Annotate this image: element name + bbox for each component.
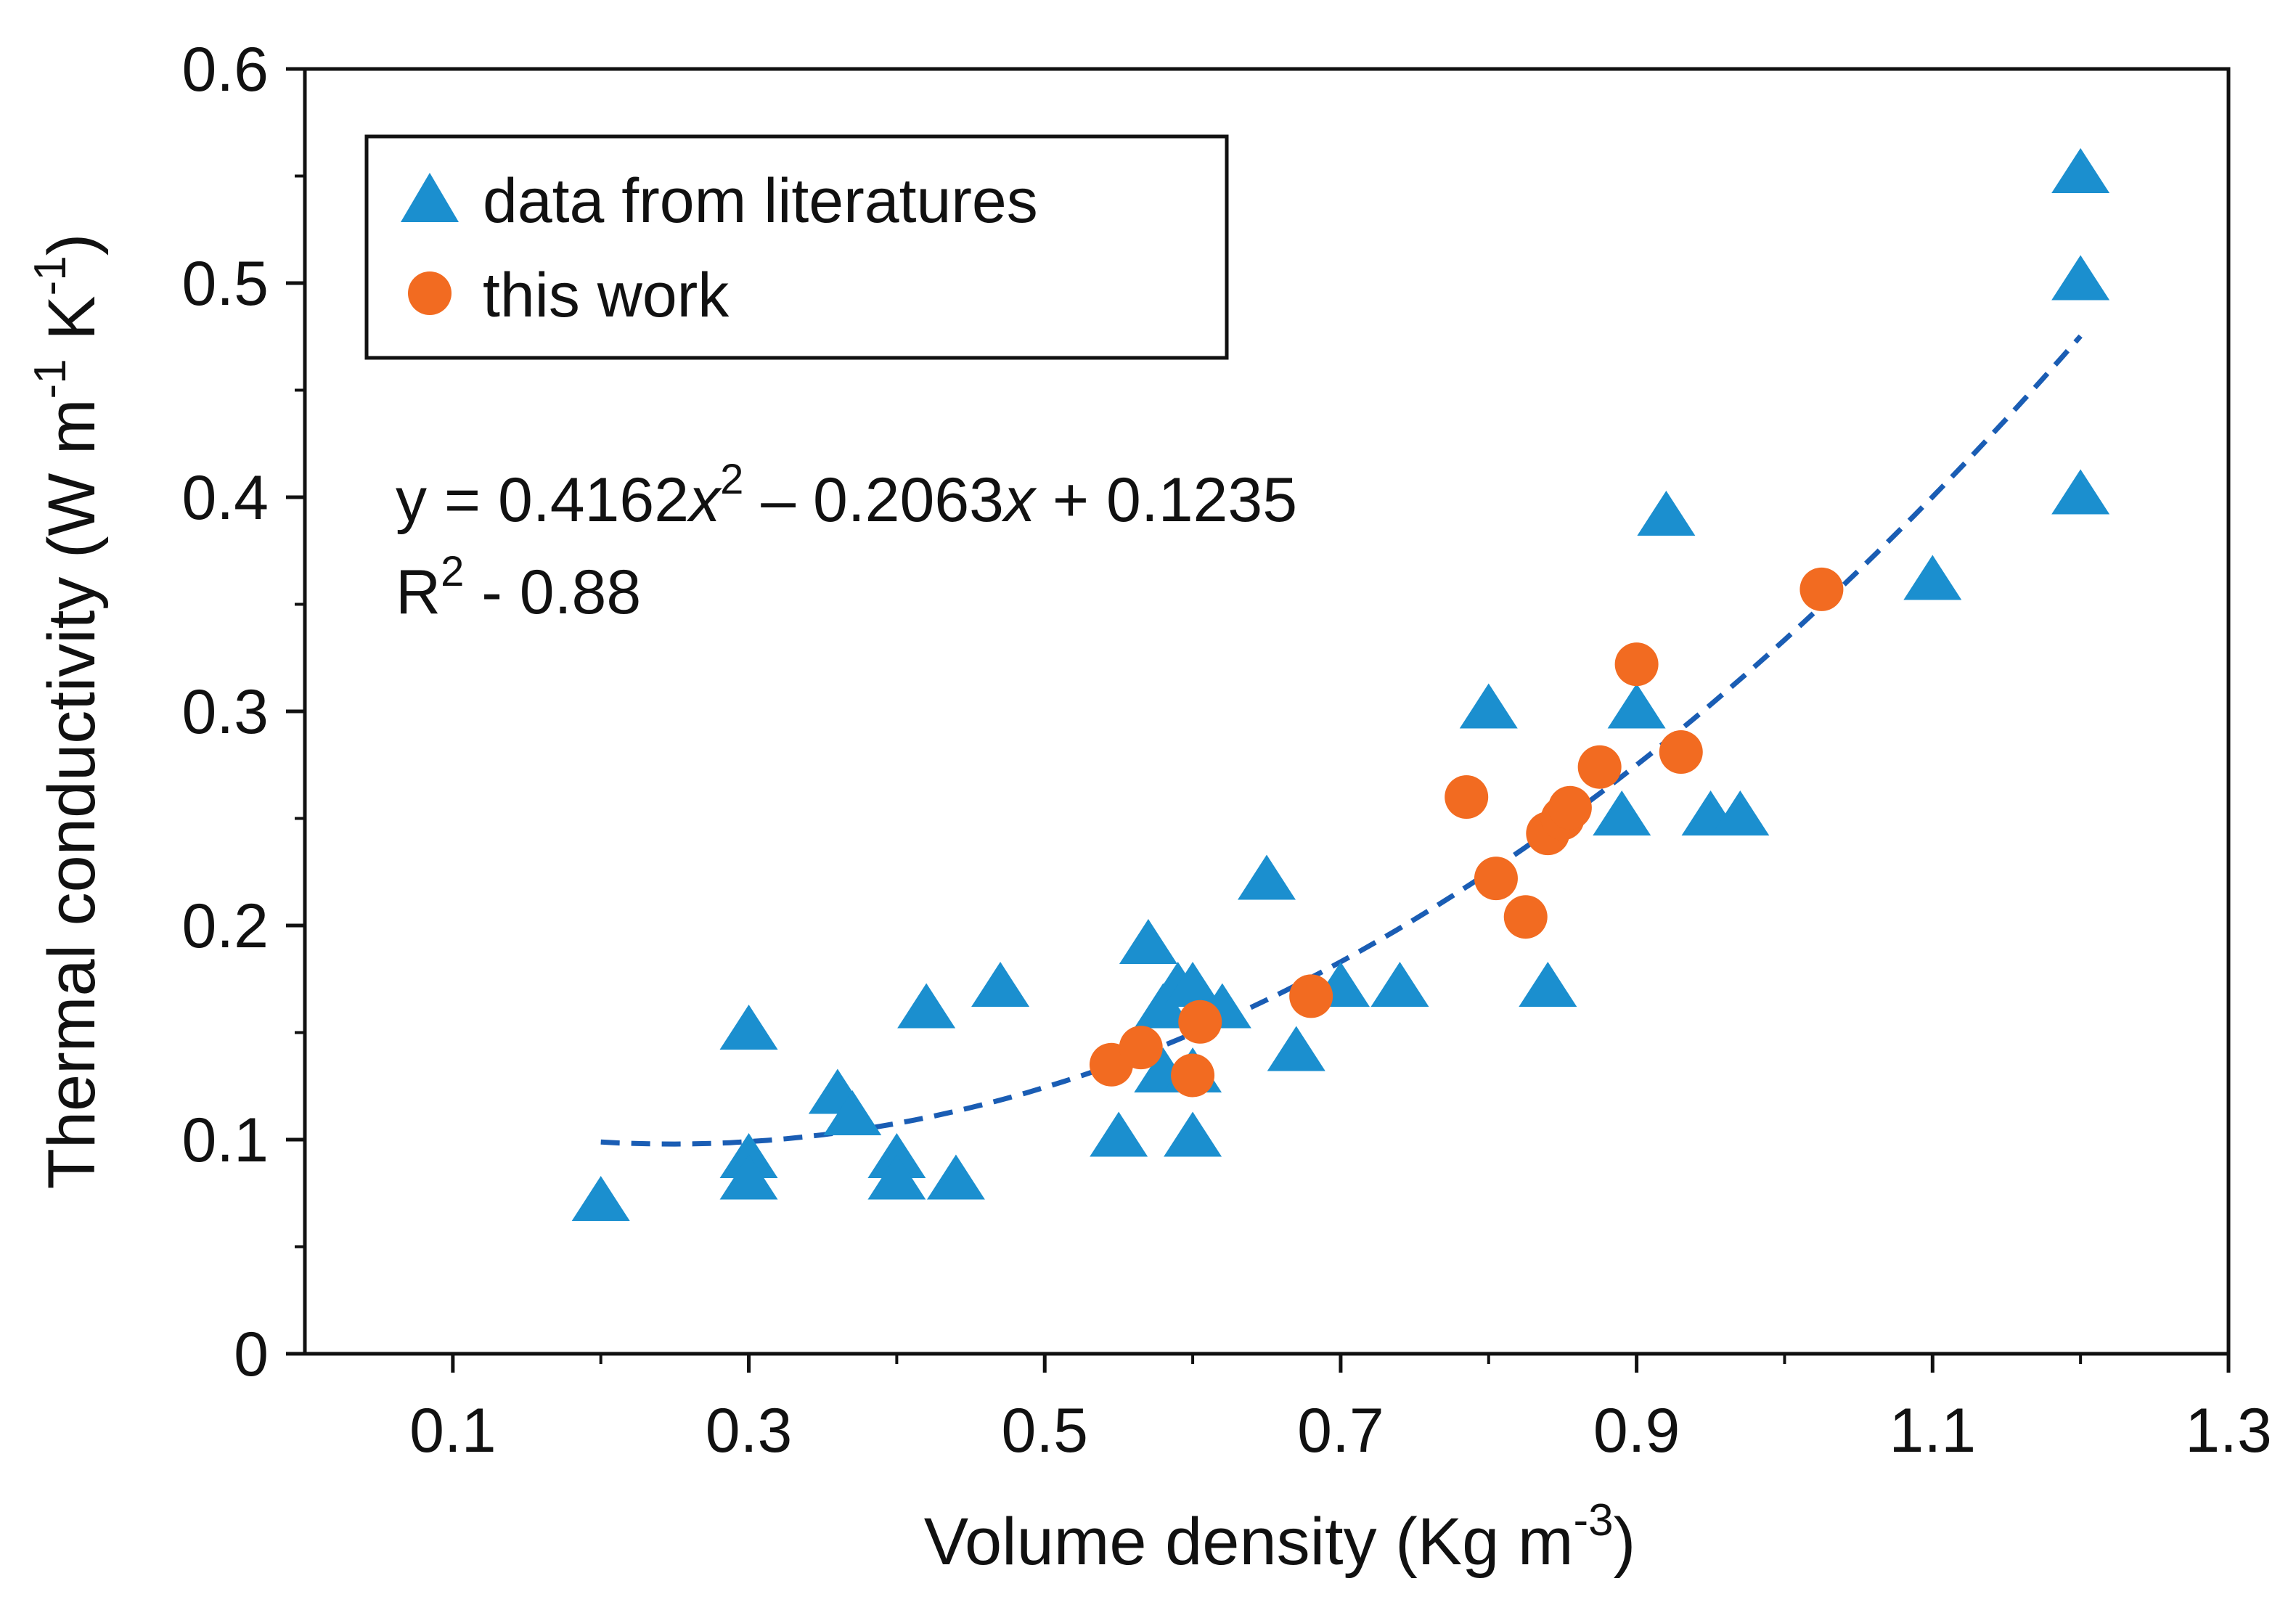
x-tick-label: 0.5 bbox=[1001, 1396, 1088, 1466]
y-tick-label: 0.1 bbox=[181, 1106, 269, 1175]
eq-var-x: x bbox=[1001, 465, 1037, 535]
data-point-literature bbox=[2051, 255, 2110, 301]
eq-part-c: + 0.1235 bbox=[1035, 465, 1297, 535]
y-tick-label: 0.2 bbox=[181, 891, 269, 961]
r2-sup: 2 bbox=[441, 548, 464, 595]
data-point-this-work bbox=[1614, 642, 1659, 687]
data-point-literature bbox=[1903, 555, 1962, 600]
r2-value: - 0.88 bbox=[464, 557, 641, 627]
x-axis-title-sup: -3 bbox=[1574, 1495, 1614, 1545]
x-tick-label: 1.3 bbox=[2185, 1396, 2272, 1466]
y-tick-label: 0.4 bbox=[181, 463, 269, 533]
data-point-literature bbox=[1711, 790, 1770, 836]
data-point-literature bbox=[1637, 491, 1696, 536]
data-point-this-work bbox=[1171, 1053, 1215, 1098]
data-point-literature bbox=[1459, 683, 1518, 729]
axis-ticks: 0.1 0.3 0.5 0.7 0.9 1.1 1.3 0 0.1 0.2 0.3 0.4 0.5 0.6 bbox=[181, 35, 2271, 1466]
data-point-literature bbox=[1267, 1026, 1325, 1071]
data-point-literature bbox=[2051, 148, 2110, 194]
legend-triangle-marker bbox=[401, 173, 459, 222]
data-point-literature bbox=[823, 1090, 882, 1136]
data-point-literature bbox=[897, 983, 956, 1029]
data-point-this-work bbox=[1474, 857, 1518, 901]
legend-label-this-work: this work bbox=[483, 261, 730, 330]
y-axis-title-sup2: -1 bbox=[25, 256, 75, 295]
r2-r: R bbox=[396, 557, 441, 627]
x-tick-label: 0.3 bbox=[706, 1396, 793, 1466]
data-point-literature bbox=[867, 1154, 926, 1200]
data-point-literature bbox=[1164, 1111, 1222, 1157]
y-tick-label: 0 bbox=[234, 1320, 269, 1389]
eq-part-a: y = 0.4162 bbox=[396, 465, 689, 535]
x-tick-label: 1.1 bbox=[1889, 1396, 1977, 1466]
eq-part-b: – 0.2063 bbox=[743, 465, 1004, 535]
y-axis-title-end: ) bbox=[35, 234, 109, 256]
data-point-literature bbox=[719, 1005, 778, 1050]
y-axis-title: Thermal conductivity (W m-1 K-1) bbox=[25, 234, 109, 1190]
data-point-literature bbox=[971, 962, 1030, 1008]
data-point-literature bbox=[719, 1154, 778, 1200]
x-tick-label: 0.7 bbox=[1297, 1396, 1384, 1466]
data-point-this-work bbox=[1799, 567, 1844, 611]
data-marks bbox=[571, 148, 2110, 1222]
data-point-literature bbox=[1370, 962, 1429, 1008]
y-axis-title-main: Thermal conductivity (W m bbox=[35, 399, 109, 1189]
eq-var-x2: x bbox=[686, 465, 722, 535]
y-tick-label: 0.5 bbox=[181, 249, 269, 319]
x-tick-label: 0.9 bbox=[1593, 1396, 1680, 1466]
legend-label-literature: data from literatures bbox=[483, 166, 1038, 236]
data-point-this-work bbox=[1178, 1000, 1222, 1044]
x-tick-label: 0.1 bbox=[409, 1396, 497, 1466]
data-point-literature bbox=[1090, 1111, 1148, 1157]
data-point-this-work bbox=[1659, 730, 1703, 775]
y-axis-title-k: K bbox=[35, 295, 109, 359]
r-squared: R2 - 0.88 bbox=[396, 548, 641, 627]
fit-equation: y = 0.4162x2 – 0.2063x + 0.1235 bbox=[396, 456, 1297, 535]
data-point-literature bbox=[1238, 854, 1296, 900]
legend-circle-marker bbox=[408, 271, 452, 315]
data-point-literature bbox=[571, 1176, 630, 1222]
data-point-this-work bbox=[1503, 895, 1548, 939]
x-axis-title-end: ) bbox=[1614, 1505, 1636, 1579]
data-point-literature bbox=[1593, 790, 1651, 836]
y-tick-label: 0.3 bbox=[181, 677, 269, 747]
x-axis-title-main: Volume density (Kg m bbox=[924, 1505, 1574, 1579]
data-point-literature bbox=[1607, 683, 1666, 729]
x-axis-title: Volume density (Kg m-3) bbox=[924, 1495, 1636, 1579]
data-point-literature bbox=[2051, 469, 2110, 515]
data-point-literature bbox=[1164, 962, 1222, 1008]
data-point-this-work bbox=[1577, 745, 1622, 789]
data-point-literature bbox=[1119, 919, 1177, 965]
legend-box bbox=[364, 134, 1229, 360]
y-tick-label: 0.6 bbox=[181, 35, 269, 105]
data-point-this-work bbox=[1548, 785, 1592, 830]
data-point-literature bbox=[1519, 962, 1577, 1008]
fit-curve bbox=[600, 334, 2083, 1147]
eq-sup-2: 2 bbox=[720, 456, 743, 503]
data-point-this-work bbox=[1445, 775, 1489, 819]
data-point-literature bbox=[926, 1154, 985, 1200]
legend: data from literatures this work bbox=[364, 134, 1229, 360]
data-point-this-work bbox=[1119, 1026, 1163, 1070]
y-axis-title-sup1: -1 bbox=[25, 359, 75, 399]
data-point-this-work bbox=[1289, 974, 1333, 1018]
